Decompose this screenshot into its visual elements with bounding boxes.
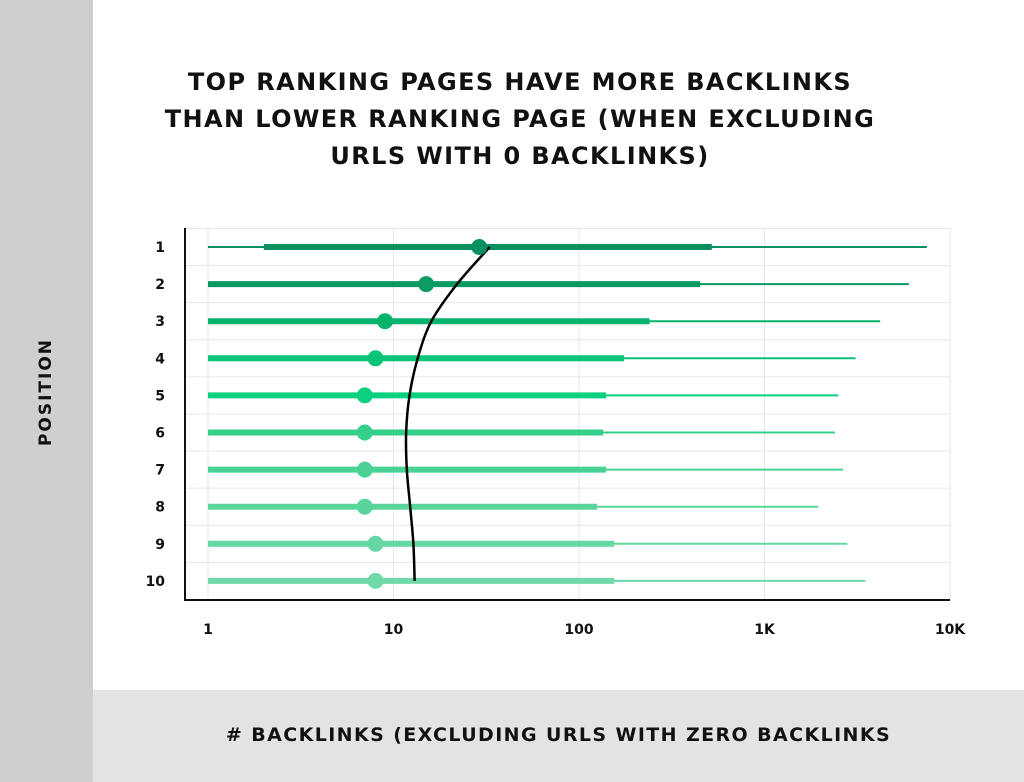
median-dot (367, 535, 384, 552)
chart-title: TOP RANKING PAGES HAVE MORE BACKLINKS TH… (120, 64, 920, 175)
median-dot (377, 313, 394, 330)
x-tick-label: 10 (384, 622, 404, 638)
median-dot (356, 461, 373, 478)
y-tick-label: 3 (155, 314, 165, 330)
y-tick-label: 4 (155, 351, 165, 367)
y-tick-label: 1 (155, 240, 165, 256)
trend (404, 246, 491, 581)
y-tick-label: 9 (155, 537, 165, 553)
y-tick-label: 6 (155, 426, 165, 442)
y-axis-label-band: POSITION (0, 0, 93, 782)
medians (356, 239, 488, 589)
x-tick-labels: 1 10 100 1K 10K (203, 622, 966, 638)
y-tick-labels: 1 2 3 4 5 6 7 8 9 10 (146, 240, 166, 590)
chart-title-line: TOP RANKING PAGES HAVE MORE BACKLINKS (187, 68, 853, 96)
median-dot (471, 239, 488, 255)
chart-title-line: THAN LOWER RANKING PAGE (WHEN EXCLUDING (164, 105, 876, 133)
y-tick-label: 10 (146, 574, 166, 590)
x-tick-label: 100 (564, 622, 593, 638)
chart-title-line: URLS WITH 0 BACKLINKS) (330, 142, 710, 170)
median-dot (356, 424, 373, 441)
median-dot (356, 387, 373, 404)
y-tick-label: 7 (155, 463, 165, 479)
trend-line (404, 246, 491, 581)
grid (185, 227, 951, 600)
y-tick-label: 2 (155, 277, 165, 293)
axes (184, 228, 950, 601)
x-tick-label: 10K (935, 622, 966, 638)
x-tick-label: 1K (754, 622, 776, 638)
x-axis-label-band: # BACKLINKS (EXCLUDING URLS WITH ZERO BA… (93, 690, 1024, 782)
median-dot (367, 572, 384, 589)
bars (208, 244, 927, 584)
x-tick-label: 1 (203, 622, 213, 638)
y-tick-label: 8 (155, 500, 165, 516)
x-axis-label: # BACKLINKS (EXCLUDING URLS WITH ZERO BA… (225, 724, 892, 746)
y-tick-label: 5 (155, 388, 165, 404)
median-dot (356, 498, 373, 515)
median-dot (367, 350, 384, 367)
median-dot (418, 276, 435, 293)
